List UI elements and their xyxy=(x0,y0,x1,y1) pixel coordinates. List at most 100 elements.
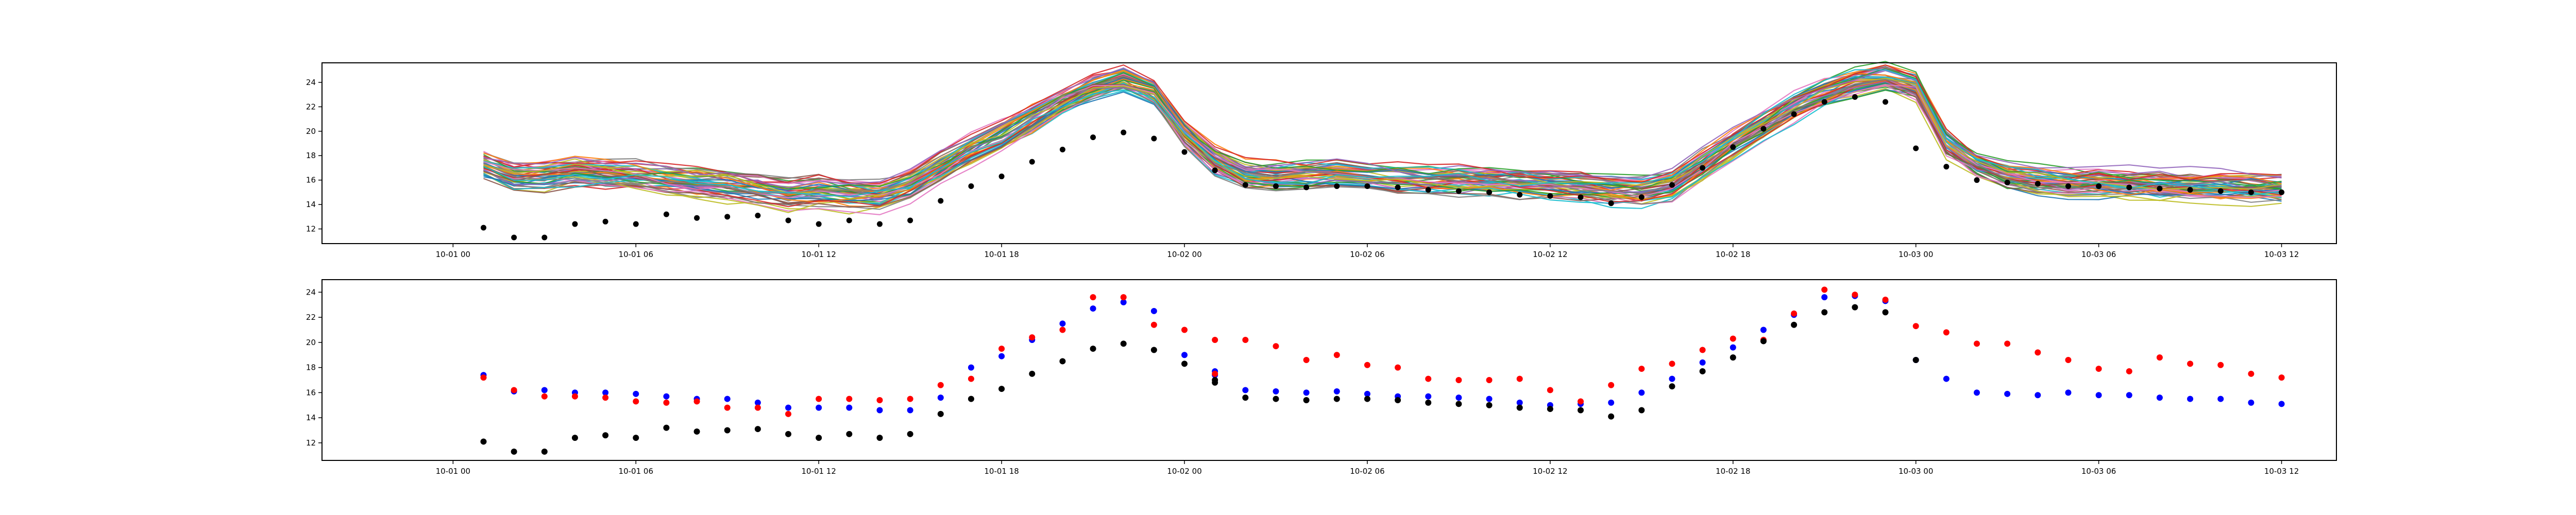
observed-point xyxy=(724,214,731,220)
observed-point xyxy=(572,221,578,227)
scatter-point-series-1 xyxy=(876,397,883,403)
scatter-point-series-1 xyxy=(1699,347,1706,353)
scatter-point-series-0 xyxy=(1608,399,1615,406)
scatter-point-series-0 xyxy=(2248,399,2255,406)
y-tick-label: 12 xyxy=(306,225,316,234)
scatter-point-series-1 xyxy=(1059,327,1066,333)
scatter-point-series-0 xyxy=(1273,388,1279,394)
scatter-point-series-2 xyxy=(633,435,639,441)
x-tick-label: 10-02 06 xyxy=(1350,250,1384,259)
observed-point xyxy=(816,221,822,227)
y-tick-label: 12 xyxy=(306,438,316,448)
scatter-point-series-1 xyxy=(1150,321,1157,328)
scatter-point-series-2 xyxy=(1547,406,1553,413)
observed-point xyxy=(481,225,487,231)
scatter-point-series-1 xyxy=(1578,398,1584,405)
x-tick-label: 10-01 18 xyxy=(984,250,1019,259)
scatter-point-series-1 xyxy=(1273,343,1279,350)
scatter-point-series-0 xyxy=(1425,393,1432,400)
x-tick-label: 10-01 18 xyxy=(984,467,1019,476)
scatter-point-series-0 xyxy=(1090,305,1096,312)
scatter-point-series-1 xyxy=(1333,352,1340,358)
scatter-point-series-1 xyxy=(663,399,670,406)
scatter-point-series-2 xyxy=(1669,383,1675,390)
scatter-point-series-0 xyxy=(1150,307,1157,314)
scatter-point-series-2 xyxy=(1821,309,1828,316)
scatter-point-series-0 xyxy=(2278,401,2285,407)
scatter-point-series-2 xyxy=(1059,358,1066,365)
observed-point xyxy=(938,198,944,204)
observed-point xyxy=(1974,177,1980,183)
scatter-point-series-0 xyxy=(1181,352,1188,358)
scatter-point-series-1 xyxy=(1486,377,1493,383)
scatter-point-series-1 xyxy=(1638,366,1645,372)
scatter-point-series-1 xyxy=(602,394,609,401)
scatter-point-series-1 xyxy=(846,396,853,402)
scatter-point-series-2 xyxy=(876,435,883,441)
x-tick-label: 10-02 12 xyxy=(1533,467,1567,476)
observed-point xyxy=(1578,194,1584,200)
scatter-point-series-1 xyxy=(2035,349,2041,356)
observed-point xyxy=(1791,111,1797,117)
observed-point xyxy=(1730,144,1736,150)
scatter-point-series-2 xyxy=(1273,396,1279,402)
observed-point xyxy=(846,217,852,224)
observed-point xyxy=(1883,99,1889,105)
observed-point xyxy=(1242,182,1248,188)
observed-point xyxy=(2187,187,2193,193)
ensemble-member-line xyxy=(483,77,2282,200)
scatter-point-series-0 xyxy=(1730,344,1736,351)
scatter-point-series-2 xyxy=(1760,338,1767,345)
scatter-point-series-0 xyxy=(2065,389,2072,396)
observed-point xyxy=(1364,183,1370,190)
scatter-point-series-0 xyxy=(2004,390,2011,397)
scatter-point-series-2 xyxy=(1912,357,1919,363)
y-tick-label: 14 xyxy=(306,200,316,209)
scatter-point-series-1 xyxy=(1730,335,1736,342)
observed-point xyxy=(1700,165,1706,171)
scatter-point-series-0 xyxy=(1120,299,1127,305)
scatter-point-series-2 xyxy=(1730,354,1736,361)
x-tick-label: 10-01 06 xyxy=(619,250,653,259)
scatter-point-series-2 xyxy=(571,435,578,441)
observed-point xyxy=(602,218,608,225)
x-tick-label: 10-02 06 xyxy=(1350,467,1384,476)
y-tick-label: 20 xyxy=(306,338,316,347)
scatter-point-series-0 xyxy=(1364,390,1370,397)
scatter-point-series-1 xyxy=(2248,370,2255,377)
observed-point xyxy=(1212,167,1218,174)
scatter-point-series-0 xyxy=(1699,359,1706,366)
axes-frame xyxy=(321,279,2337,461)
observed-point xyxy=(968,183,974,190)
scatter-point-series-2 xyxy=(1364,396,1370,402)
scatter-point-series-2 xyxy=(907,431,913,437)
ensemble-member-line xyxy=(483,79,2282,195)
scatter-point-series-1 xyxy=(907,396,913,402)
y-tick-label: 20 xyxy=(306,127,316,136)
y-tick-label: 16 xyxy=(306,176,316,185)
observed-point xyxy=(1669,182,1675,188)
scatter-point-series-2 xyxy=(1699,368,1706,374)
scatter-point-series-1 xyxy=(2156,354,2163,361)
scatter-point-series-1 xyxy=(571,393,578,400)
y-tick-label: 18 xyxy=(306,363,316,372)
scatter-point-series-1 xyxy=(1425,375,1432,382)
scatter-point-series-0 xyxy=(816,404,822,411)
scatter-point-series-2 xyxy=(1516,404,1523,411)
x-tick-label: 10-03 12 xyxy=(2264,250,2299,259)
scatter-point-series-2 xyxy=(1486,402,1493,408)
scatter-point-series-2 xyxy=(785,431,792,437)
scatter-point-series-1 xyxy=(1364,362,1370,368)
scatter-point-series-2 xyxy=(998,386,1005,392)
x-tick-label: 10-01 00 xyxy=(436,250,470,259)
x-tick-label: 10-02 18 xyxy=(1716,467,1750,476)
scatter-point-series-2 xyxy=(1578,407,1584,414)
scatter-point-series-0 xyxy=(785,404,792,411)
ensemble-member-line xyxy=(483,61,2282,195)
scatter-point-series-0 xyxy=(876,407,883,414)
ensemble-member-line xyxy=(483,64,2282,184)
scatter-point-series-2 xyxy=(754,426,761,433)
scatter-point-series-1 xyxy=(785,410,792,417)
scatter-point-series-0 xyxy=(1669,375,1675,382)
